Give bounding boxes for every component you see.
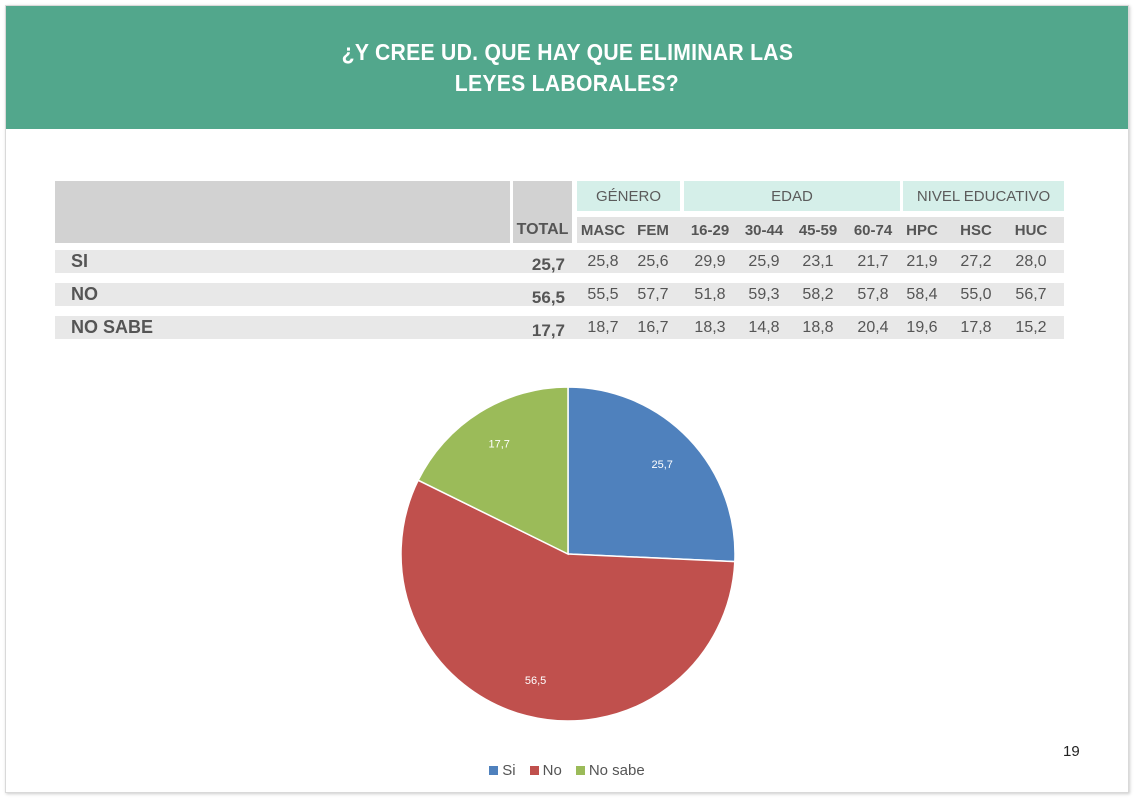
data-label-no-sabe: 17,7 xyxy=(488,438,509,450)
legend-label-no: No xyxy=(542,762,562,779)
slice-no xyxy=(400,479,736,722)
cell-no-sabe-huc: 15,2 xyxy=(1015,318,1047,336)
col-header-masc: MASC xyxy=(580,221,626,239)
row-bg-si xyxy=(55,250,1064,273)
legend-swatch-no xyxy=(529,766,539,775)
row-label-no: NO xyxy=(71,284,98,304)
total-header-bg xyxy=(513,181,572,243)
legend-swatch-si xyxy=(489,766,499,775)
col-header-16-29: 16-29 xyxy=(690,221,730,239)
cell-si-huc: 28,0 xyxy=(1015,252,1047,270)
slice-si xyxy=(567,386,736,563)
cell-no-sabe-60-74: 20,4 xyxy=(857,318,889,336)
col-header-hsc: HSC xyxy=(960,221,992,239)
cell-no-fem: 57,7 xyxy=(637,285,669,303)
legend-label-no-sabe: No sabe xyxy=(588,762,645,779)
col-header-hpc: HPC xyxy=(906,221,938,239)
cell-no-sabe-masc: 18,7 xyxy=(587,318,619,336)
cell-si-hsc: 27,2 xyxy=(960,252,992,270)
cell-no-60-74: 57,8 xyxy=(857,285,889,303)
data-label-no: 56,5 xyxy=(525,675,546,687)
slice-no-sabe xyxy=(417,386,569,556)
legend-item-si: Si xyxy=(489,762,516,779)
cell-no-sabe-16-29: 18,3 xyxy=(694,318,726,336)
cell-no-sabe-45-59: 18,8 xyxy=(802,318,834,336)
cell-no-16-29: 51,8 xyxy=(694,285,726,303)
group-header-edad: EDAD xyxy=(684,181,900,211)
col-header-fem: FEM xyxy=(637,221,669,239)
group-header-nivel-educativo: NIVEL EDUCATIVO xyxy=(903,181,1064,211)
subheader-bg xyxy=(577,217,1064,243)
cell-si-60-74: 21,7 xyxy=(857,252,889,270)
row-bg-no xyxy=(55,283,1064,306)
cell-si-masc: 25,8 xyxy=(587,252,619,270)
cell-si-45-59: 23,1 xyxy=(802,252,834,270)
cell-si-hpc: 21,9 xyxy=(906,252,938,270)
chart-legend: Si No No sabe xyxy=(0,762,1134,779)
title-banner: ¿Y CREE UD. QUE HAY QUE ELIMINAR LAS LEY… xyxy=(6,6,1128,129)
cell-no-huc: 56,7 xyxy=(1015,285,1047,303)
cell-no-masc: 55,5 xyxy=(587,285,619,303)
row-bg-no-sabe xyxy=(55,316,1064,339)
group-header-genero: GÉNERO xyxy=(577,181,680,211)
row-label-si: SI xyxy=(71,251,89,271)
cell-no-hsc: 55,0 xyxy=(960,285,992,303)
cell-no-sabe-hsc: 17,8 xyxy=(960,318,992,336)
col-header-huc: HUC xyxy=(1014,221,1048,239)
legend-swatch-no-sabe xyxy=(575,766,585,775)
total-no: 56,5 xyxy=(531,287,565,307)
cell-si-30-44: 25,9 xyxy=(748,252,780,270)
total-si: 25,7 xyxy=(531,254,565,274)
legend-label-si: Si xyxy=(502,762,516,779)
col-header-45-59: 45-59 xyxy=(798,221,838,239)
table-header-blank xyxy=(55,181,510,243)
legend-item-no: No xyxy=(529,762,562,779)
title-line-2: LEYES LABORALES? xyxy=(454,69,680,96)
cell-si-fem: 25,6 xyxy=(637,252,669,270)
page-number: 19 xyxy=(1063,743,1080,760)
cell-no-45-59: 58,2 xyxy=(802,285,834,303)
legend-item-no-sabe: No sabe xyxy=(575,762,645,779)
cell-no-30-44: 59,3 xyxy=(748,285,780,303)
row-label-no-sabe: NO SABE xyxy=(71,317,154,337)
data-label-si: 25,7 xyxy=(651,459,672,471)
title-line-1: ¿Y CREE UD. QUE HAY QUE ELIMINAR LAS xyxy=(341,38,793,65)
col-header-60-74: 60-74 xyxy=(853,221,893,239)
cell-no-sabe-fem: 16,7 xyxy=(637,318,669,336)
cell-no-sabe-30-44: 14,8 xyxy=(748,318,780,336)
col-header-30-44: 30-44 xyxy=(744,221,784,239)
cell-no-sabe-hpc: 19,6 xyxy=(906,318,938,336)
total-no-sabe: 17,7 xyxy=(531,320,565,340)
cell-si-16-29: 29,9 xyxy=(694,252,726,270)
total-header: TOTAL xyxy=(516,221,569,238)
cell-no-hpc: 58,4 xyxy=(906,285,938,303)
